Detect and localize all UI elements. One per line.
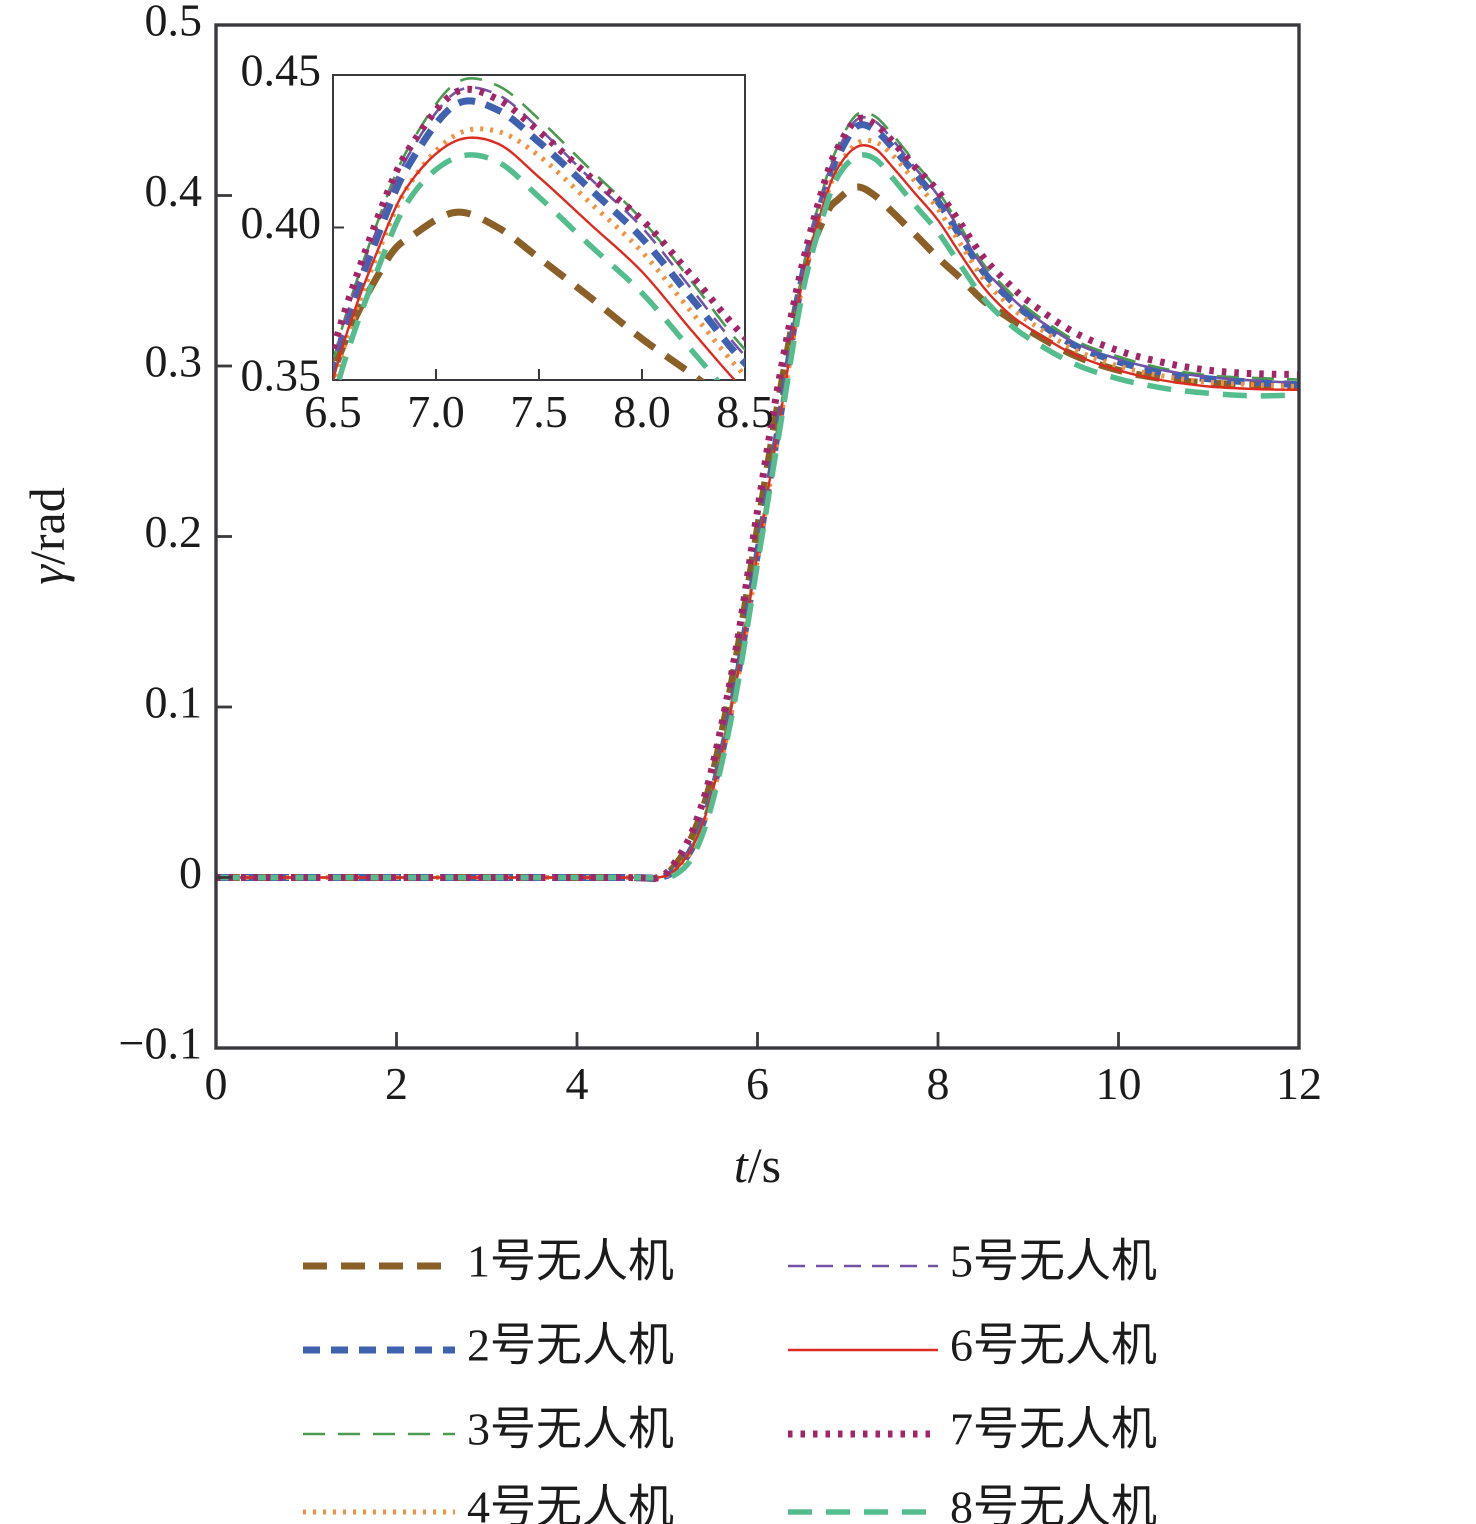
plot-frame xyxy=(214,23,1301,1050)
inset-series-line-3号无人机 xyxy=(333,76,745,368)
series-line-7号无人机 xyxy=(216,114,1299,883)
legend-label: 8号无人机 xyxy=(950,1482,1157,1524)
inset-x-tick-label: 8.0 xyxy=(613,386,671,437)
x-tick-label: 8 xyxy=(927,1058,950,1109)
y-tick-label: 0.1 xyxy=(145,677,203,728)
x-tick-label: 4 xyxy=(566,1058,589,1109)
inset-x-tick-label: 8.5 xyxy=(716,386,774,437)
legend-label: 1号无人机 xyxy=(467,1236,674,1287)
y-tick-label: 0 xyxy=(179,847,202,898)
y-tick-label: 0.5 xyxy=(145,0,203,46)
inset-y-tick-label: 0.45 xyxy=(241,45,322,96)
legend-label: 6号无人机 xyxy=(950,1320,1157,1371)
y-tick-label: 0.2 xyxy=(145,506,203,557)
x-tick-label: 12 xyxy=(1276,1058,1322,1109)
legend-label: 2号无人机 xyxy=(467,1320,674,1371)
legend-item-2号无人机: 2号无人机 xyxy=(303,1320,674,1371)
legend-item-7号无人机: 7号无人机 xyxy=(788,1404,1157,1455)
inset-y-tick-label: 0.35 xyxy=(241,350,322,401)
legend-item-1号无人机: 1号无人机 xyxy=(303,1236,674,1287)
legend: 1号无人机 2号无人机 3号无人机 4号无人机 5号无人机 6号无人机 7号无人机 8号无人机 xyxy=(303,1236,1157,1524)
legend-label: 7号无人机 xyxy=(950,1404,1157,1455)
legend-item-3号无人机: 3号无人机 xyxy=(303,1404,674,1455)
x-tick-label: 2 xyxy=(385,1058,408,1109)
x-tick-label: 0 xyxy=(205,1058,228,1109)
main-curves xyxy=(216,110,1299,883)
inset-series-line-5号无人机 xyxy=(333,86,745,371)
inset-series-line-6号无人机 xyxy=(333,136,737,380)
legend-label: 5号无人机 xyxy=(950,1236,1157,1287)
inset-x-tick-label: 6.5 xyxy=(304,386,362,437)
legend-label: 4号无人机 xyxy=(467,1482,674,1524)
y-tick-label: 0.4 xyxy=(145,165,203,216)
x-tick-label: 10 xyxy=(1096,1058,1142,1109)
legend-item-6号无人机: 6号无人机 xyxy=(788,1320,1157,1371)
x-tick-label: 6 xyxy=(746,1058,769,1109)
inset-x-tick-label: 7.0 xyxy=(407,386,465,437)
legend-item-4号无人机: 4号无人机 xyxy=(303,1482,674,1524)
y-tick-label: 0.3 xyxy=(145,336,203,387)
legend-label: 3号无人机 xyxy=(467,1404,674,1455)
legend-item-8号无人机: 8号无人机 xyxy=(788,1482,1157,1524)
y-axis-label: γ/rad xyxy=(19,487,75,584)
x-axis-label: t/s xyxy=(734,1137,781,1193)
series-line-8号无人机 xyxy=(216,152,1299,881)
y-tick-label: −0.1 xyxy=(119,1018,202,1069)
inset-y-tick-label: 0.40 xyxy=(241,197,322,248)
inset-curves xyxy=(333,76,745,380)
inset-x-tick-label: 7.5 xyxy=(510,386,568,437)
legend-item-5号无人机: 5号无人机 xyxy=(788,1236,1157,1287)
